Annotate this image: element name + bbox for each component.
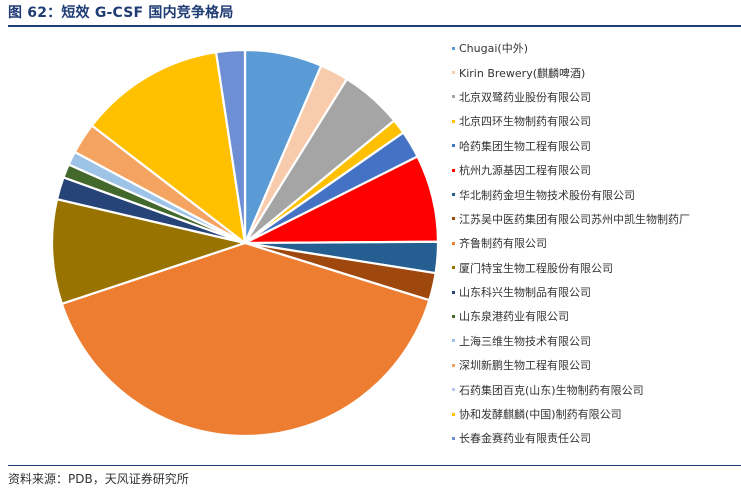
legend-label: Chugai(中外) [459, 42, 528, 56]
legend-item: 厦门特宝生物工程股份有限公司 [452, 256, 741, 280]
legend-item: 长春金赛药业有限责任公司 [452, 426, 741, 450]
source-note: 资料来源：PDB，天风证券研究所 [8, 472, 189, 486]
legend-swatch [452, 314, 455, 318]
legend-label: 协和发酵麒麟(中国)制药有限公司 [459, 408, 622, 422]
legend-swatch [452, 193, 455, 197]
pie-slice-15 [90, 51, 247, 245]
pie-slice-16 [214, 48, 247, 245]
legend-label: 北京四环生物制药有限公司 [459, 115, 591, 129]
legend-item: 北京四环生物制药有限公司 [452, 109, 741, 133]
top-rule [8, 25, 741, 27]
legend-swatch [452, 339, 455, 343]
legend-item: 深圳新鹏生物工程有限公司 [452, 353, 741, 377]
legend-item: 北京双鹭药业股份有限公司 [452, 85, 741, 109]
legend-swatch [452, 46, 455, 50]
figure-title: 图 62：短效 G-CSF 国内竞争格局 [8, 5, 234, 21]
bottom-rule [8, 465, 741, 466]
legend-item: 哈药集团生物工程有限公司 [452, 134, 741, 158]
legend-swatch [452, 71, 455, 75]
legend-label: 北京双鹭药业股份有限公司 [459, 90, 591, 104]
legend-swatch [452, 363, 455, 367]
legend-item: 山东科兴生物制品有限公司 [452, 280, 741, 304]
legend-item: 齐鲁制药有限公司 [452, 231, 741, 255]
legend-item: 华北制药金坦生物技术股份有限公司 [452, 182, 741, 206]
legend-item: 石药集团百克(山东)生物制药有限公司 [452, 377, 741, 401]
legend-swatch [452, 95, 455, 99]
legend-item: 山东泉港药业有限公司 [452, 304, 741, 328]
legend-label: Kirin Brewery(麒麟啤酒) [459, 66, 586, 80]
legend-swatch [452, 412, 455, 416]
legend-swatch [452, 168, 455, 172]
legend-swatch [452, 217, 455, 221]
legend-item: Kirin Brewery(麒麟啤酒) [452, 60, 741, 84]
legend-label: 厦门特宝生物工程股份有限公司 [459, 261, 613, 275]
pie-chart [50, 48, 440, 438]
legend-label: 石药集团百克(山东)生物制药有限公司 [459, 383, 644, 397]
legend-item: 上海三维生物技术有限公司 [452, 329, 741, 353]
legend-swatch [452, 144, 455, 148]
legend-swatch [452, 119, 455, 123]
legend-item: 杭州九源基因工程有限公司 [452, 158, 741, 182]
legend-item: 协和发酵麒麟(中国)制药有限公司 [452, 402, 741, 426]
pie-slices [50, 48, 440, 438]
legend-swatch [452, 290, 455, 294]
legend-label: 哈药集团生物工程有限公司 [459, 139, 591, 153]
legend-label: 杭州九源基因工程有限公司 [459, 164, 591, 178]
pie-slice-9 [50, 198, 247, 305]
legend-swatch [452, 266, 455, 270]
legend-item: Chugai(中外) [452, 36, 741, 60]
legend-label: 齐鲁制药有限公司 [459, 237, 547, 251]
legend-label: 上海三维生物技术有限公司 [459, 334, 591, 348]
legend-item: 江苏吴中医药集团有限公司苏州中凯生物制药厂 [452, 207, 741, 231]
legend-label: 江苏吴中医药集团有限公司苏州中凯生物制药厂 [459, 212, 690, 226]
chart-legend: Chugai(中外) Kirin Brewery(麒麟啤酒) 北京双鹭药业股份有限公… [452, 36, 741, 451]
legend-label: 山东科兴生物制品有限公司 [459, 286, 591, 300]
legend-label: 华北制药金坦生物技术股份有限公司 [459, 188, 635, 202]
legend-swatch [452, 241, 455, 245]
legend-label: 长春金赛药业有限责任公司 [459, 432, 591, 446]
legend-label: 深圳新鹏生物工程有限公司 [459, 359, 591, 373]
pie-slice-8 [60, 241, 431, 438]
legend-label: 山东泉港药业有限公司 [459, 310, 569, 324]
legend-swatch [452, 388, 455, 392]
legend-swatch [452, 436, 455, 440]
